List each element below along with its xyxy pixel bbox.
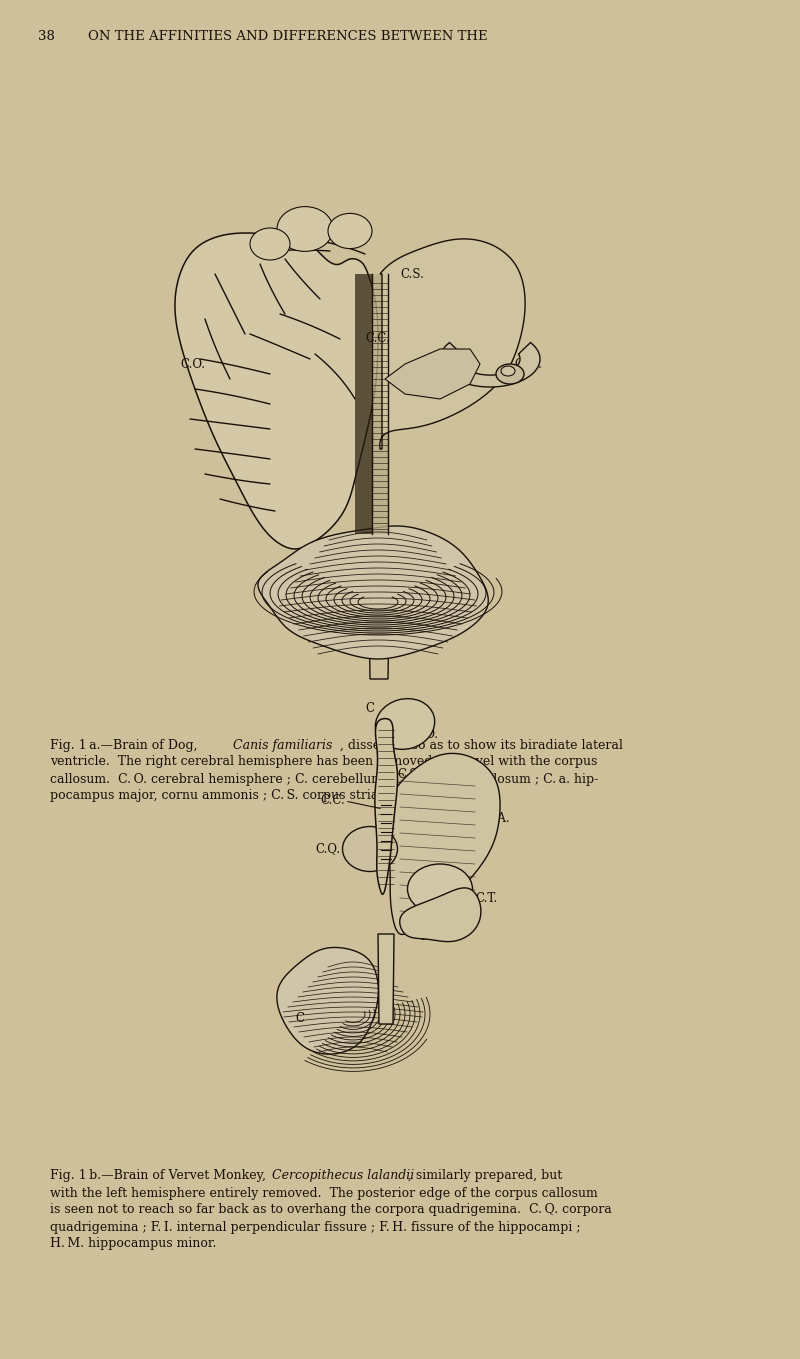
Text: pocampus major, cornu ammonis ; C. S. corpus striatum.: pocampus major, cornu ammonis ; C. S. co… [50, 790, 407, 803]
Ellipse shape [501, 366, 515, 376]
Ellipse shape [277, 207, 333, 251]
Polygon shape [440, 342, 540, 387]
Text: C: C [295, 1012, 305, 1026]
Text: F.I.: F.I. [363, 848, 382, 860]
Text: 38: 38 [38, 30, 55, 43]
Text: C.C.: C.C. [365, 333, 390, 345]
Text: C.Q.: C.Q. [315, 843, 340, 856]
Text: is seen not to reach so far back as to overhang the corpora quadrigemina.  C. Q.: is seen not to reach so far back as to o… [50, 1204, 612, 1216]
Text: Fig. 1 b.—Brain of Vervet Monkey,: Fig. 1 b.—Brain of Vervet Monkey, [50, 1170, 270, 1182]
Polygon shape [378, 934, 394, 1023]
Ellipse shape [375, 699, 434, 749]
Text: Canis familiaris: Canis familiaris [233, 738, 332, 752]
Text: C.T.: C.T. [475, 893, 498, 905]
Text: quadrigemina ; F. I. internal perpendicular fissure ; F. H. fissure of the hippo: quadrigemina ; F. I. internal perpendicu… [50, 1220, 581, 1234]
Ellipse shape [328, 213, 372, 249]
Text: , dissected so as to show its biradiate lateral: , dissected so as to show its biradiate … [340, 738, 623, 752]
Polygon shape [380, 239, 525, 448]
Text: C. a.: C. a. [515, 357, 542, 371]
Text: C.O.: C.O. [413, 727, 438, 741]
Text: ventricle.  The right cerebral hemisphere has been removed to a level with the c: ventricle. The right cerebral hemisphere… [50, 756, 598, 768]
Text: C: C [366, 703, 374, 715]
Polygon shape [375, 719, 398, 894]
Polygon shape [175, 232, 378, 549]
Text: C.S.: C.S. [400, 268, 424, 280]
Polygon shape [355, 275, 372, 534]
Polygon shape [372, 275, 388, 534]
Ellipse shape [407, 864, 473, 915]
Text: with the left hemisphere entirely removed.  The posterior edge of the corpus cal: with the left hemisphere entirely remove… [50, 1186, 598, 1200]
Text: H. M. hippocampus minor.: H. M. hippocampus minor. [50, 1238, 216, 1250]
Text: callosum.  C. O. cerebral hemisphere ; C. cerebellum ; C. C. corpus callosum ; C: callosum. C. O. cerebral hemisphere ; C.… [50, 772, 598, 786]
Polygon shape [385, 349, 480, 400]
Text: Fig. 1 a.—Brain of Dog,: Fig. 1 a.—Brain of Dog, [50, 738, 202, 752]
Polygon shape [368, 534, 390, 680]
Text: Cercopithecus lalandii: Cercopithecus lalandii [272, 1170, 414, 1182]
Text: , similarly prepared, but: , similarly prepared, but [408, 1170, 562, 1182]
Polygon shape [387, 753, 500, 935]
Polygon shape [400, 887, 481, 942]
Ellipse shape [250, 228, 290, 260]
Polygon shape [258, 526, 488, 659]
Text: C.C.: C.C. [320, 795, 345, 807]
Text: F.H.: F.H. [420, 931, 444, 943]
Ellipse shape [342, 826, 398, 871]
Text: C.O.: C.O. [180, 357, 205, 371]
Text: H. M.: H. M. [427, 885, 461, 897]
Polygon shape [277, 947, 378, 1055]
Ellipse shape [496, 364, 524, 385]
Text: C.A.: C.A. [485, 813, 510, 825]
Text: C.S.: C.S. [397, 768, 421, 780]
Text: ON THE AFFINITIES AND DIFFERENCES BETWEEN THE: ON THE AFFINITIES AND DIFFERENCES BETWEE… [88, 30, 488, 43]
